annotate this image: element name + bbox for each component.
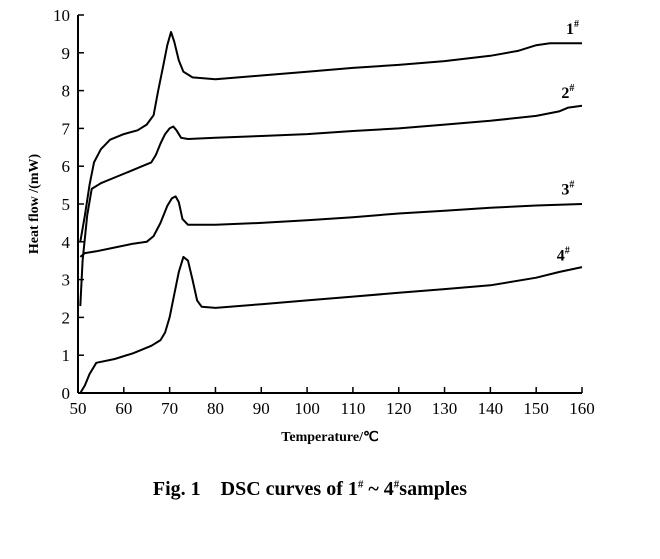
y-tick-label: 8 [62,82,71,101]
dsc-chart: 0 1 2 3 4 5 6 7 8 9 10 50 60 70 80 90 100 110 120 130 140 150… [27,6,595,445]
series-1-label: 1# [566,19,579,38]
series-4-line [79,255,583,394]
series-3-label-sup: # [569,180,574,191]
x-tick-label: 160 [569,399,595,418]
caption-sup-b: # [393,478,400,491]
x-axis-label: Temperature/℃ [281,430,379,445]
series-1-label-sup: # [574,19,579,30]
caption-sup-a: # [357,478,364,491]
y-tick-label: 9 [62,44,71,63]
y-tick-label: 6 [62,157,71,176]
x-tick-label: 90 [253,399,270,418]
y-tick-label: 4 [62,233,71,252]
figure-caption: Fig. 1 DSC curves of 1# ~ 4#samples [0,478,620,501]
series-4-label-sup: # [565,246,570,257]
series-1-line [79,31,582,242]
series-2-label-sup: # [569,83,574,94]
caption-text-b: ~ 4 [363,478,394,500]
y-tick-label: 5 [62,195,71,214]
x-tick-label: 130 [432,399,458,418]
y-axis-label: Heat flow /(mW) [27,154,42,255]
y-tick-label: 3 [62,271,71,290]
x-tick-label: 140 [478,399,504,418]
series-2-label: 2# [561,83,574,102]
x-tick-label: 100 [294,399,320,418]
series-2-line [79,104,583,307]
y-tick-label: 2 [62,308,71,327]
x-tick-label: 110 [340,399,365,418]
x-tick-label: 80 [207,399,224,418]
chart-series-group: 1# 2# 3# 4# [79,19,583,394]
series-3-label: 3# [561,180,574,199]
x-tick-label: 50 [70,399,87,418]
y-tick-label: 1 [62,346,71,365]
caption-text-a: DSC curves of 1 [220,478,358,500]
x-tick-label: 70 [161,399,178,418]
x-tick-label: 60 [115,399,132,418]
x-tick-label: 120 [386,399,412,418]
y-tick-label: 7 [62,119,71,138]
chart-axes: 0 1 2 3 4 5 6 7 8 9 10 50 60 70 80 90 100 110 120 130 140 150… [53,6,595,418]
series-3-line [79,195,583,258]
y-tick-label: 0 [62,384,71,403]
x-tick-label: 150 [523,399,549,418]
caption-prefix: Fig. 1 [152,478,201,500]
y-tick-label: 10 [53,6,70,25]
caption-text-c: samples [399,478,468,500]
series-4-label: 4# [557,246,570,265]
